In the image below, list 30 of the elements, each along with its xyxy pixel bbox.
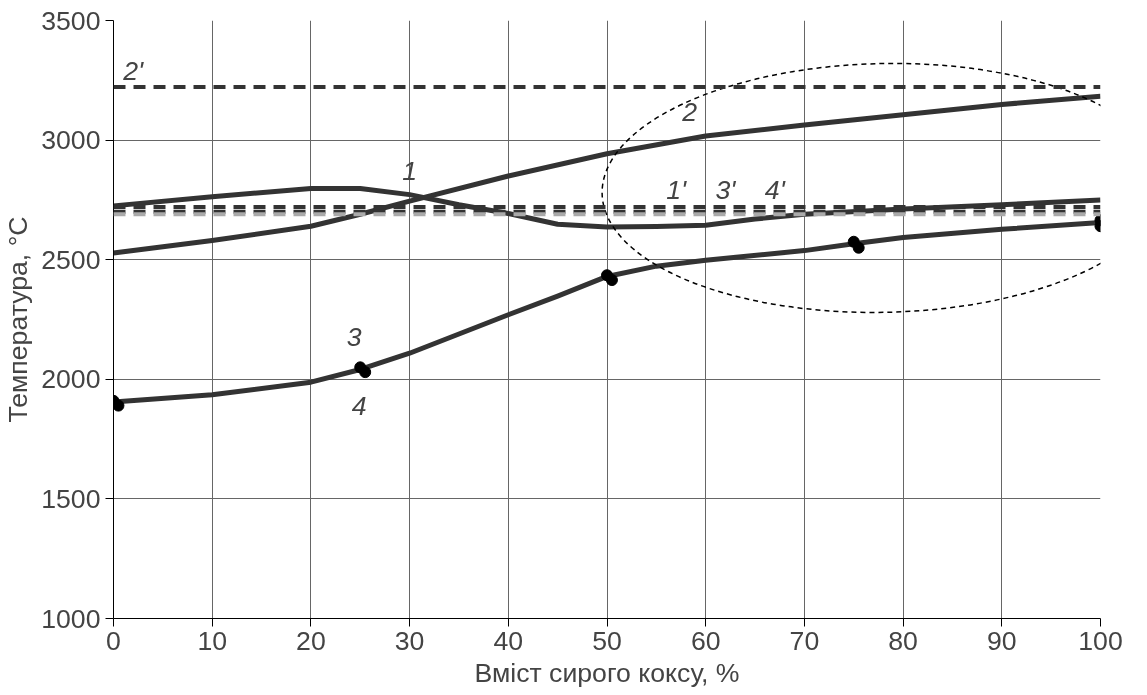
annotation: 1' <box>666 175 687 206</box>
y-tick-label: 3500 <box>41 5 101 36</box>
x-tick-label: 10 <box>197 625 228 656</box>
y-axis-title: Температура, °C <box>3 216 34 423</box>
x-tick-label: 100 <box>1078 625 1123 656</box>
y-tick-label: 3000 <box>41 125 101 156</box>
annotation: 4' <box>764 175 786 206</box>
point <box>113 399 125 412</box>
y-tick-label: 1500 <box>41 483 101 514</box>
x-tick-label: 0 <box>106 625 121 656</box>
y-tick-label: 2000 <box>41 364 101 395</box>
y-tick-label: 1000 <box>41 603 101 634</box>
series-label: 3 <box>346 322 362 353</box>
annotation: 3' <box>715 175 737 206</box>
annotation: 2' <box>122 55 145 86</box>
x-tick-label: 80 <box>888 625 918 656</box>
x-tick-label: 60 <box>690 625 721 656</box>
x-tick-label: 30 <box>394 625 425 656</box>
point <box>852 241 865 254</box>
x-tick-label: 50 <box>592 625 622 656</box>
x-tick-label: 20 <box>296 625 326 656</box>
series-label: 2 <box>681 97 698 128</box>
x-tick-label: 40 <box>493 625 524 656</box>
y-tick-label: 2500 <box>41 244 101 275</box>
x-tick-label: 70 <box>789 625 820 656</box>
point <box>605 274 618 287</box>
x-axis-title: Вміст сирого коксу, % <box>474 657 740 688</box>
x-tick-label: 90 <box>986 625 1017 656</box>
series-label: 4 <box>351 391 367 422</box>
point <box>359 366 372 379</box>
